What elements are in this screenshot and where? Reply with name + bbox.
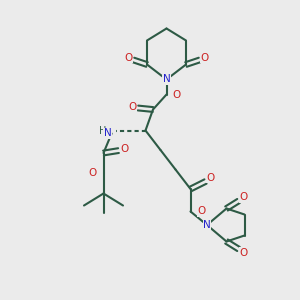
Text: O: O xyxy=(207,172,215,183)
Text: O: O xyxy=(240,248,248,258)
Text: O: O xyxy=(172,89,180,100)
Text: N: N xyxy=(163,74,170,85)
Text: H: H xyxy=(99,125,106,136)
Text: O: O xyxy=(240,192,248,202)
Text: O: O xyxy=(197,206,205,217)
Text: O: O xyxy=(200,53,209,63)
Text: O: O xyxy=(120,144,129,154)
Text: O: O xyxy=(128,101,137,112)
Text: N: N xyxy=(203,220,211,230)
Text: N: N xyxy=(104,128,112,139)
Text: O: O xyxy=(89,167,97,178)
Text: O: O xyxy=(124,53,133,63)
